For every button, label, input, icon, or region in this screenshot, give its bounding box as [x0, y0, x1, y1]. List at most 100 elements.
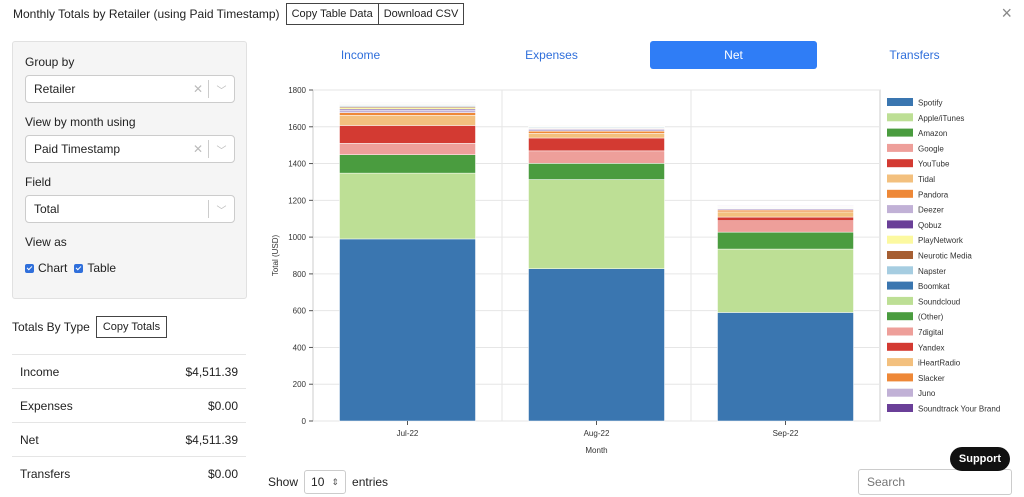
field-value: Total	[34, 202, 60, 216]
modal-header: Monthly Totals by Retailer (using Paid T…	[13, 3, 465, 25]
legend-swatch	[887, 235, 913, 244]
controls-panel: Group by Retailer ✕ ﹀ View by month usin…	[12, 41, 247, 299]
field-label: Field	[25, 175, 52, 189]
y-tick-label: 1400	[288, 160, 306, 169]
bar-segment-youtube	[717, 216, 854, 221]
legend-swatch	[887, 296, 913, 305]
bar-segment-google	[717, 220, 854, 233]
legend-label: Spotify	[918, 99, 942, 108]
legend-label: Deezer	[918, 206, 944, 215]
tab-income[interactable]: Income	[340, 48, 381, 62]
bar-segment-apple-itunes	[339, 172, 476, 240]
totals-type-value: $4,511.39	[185, 364, 239, 379]
legend-label: PlayNetwork	[918, 236, 964, 245]
legend-swatch	[887, 189, 913, 198]
select-divider	[208, 140, 209, 158]
bar-segment-google	[339, 143, 476, 155]
updown-icon: ⇕	[331, 476, 340, 487]
clear-icon[interactable]: ✕	[192, 82, 204, 96]
bar-segment-amazon	[528, 163, 665, 180]
legend-label: Soundcloud	[918, 297, 960, 306]
legend-swatch	[887, 266, 913, 275]
bar-segment-deezer	[339, 110, 476, 113]
chart-checkbox-label: Chart	[38, 261, 68, 275]
bar-segment-tidal	[339, 115, 476, 126]
legend-label: (Other)	[918, 313, 944, 322]
table-row: Income $4,511.39	[12, 354, 246, 388]
view-by-value: Paid Timestamp	[34, 142, 121, 156]
legend-swatch	[887, 128, 913, 137]
legend-swatch	[887, 174, 913, 183]
group-by-label: Group by	[25, 55, 75, 69]
bar-segment-spotify	[528, 268, 665, 422]
legend-swatch	[887, 312, 913, 321]
legend-swatch	[887, 143, 913, 152]
search-input[interactable]	[858, 469, 1012, 495]
y-tick-label: 1200	[288, 196, 306, 205]
show-label: Show	[268, 475, 299, 489]
support-button[interactable]: Support	[950, 447, 1010, 471]
legend-swatch	[887, 388, 913, 397]
close-icon[interactable]: ×	[1001, 3, 1012, 23]
tab-transfers[interactable]: Transfers	[889, 48, 940, 62]
chevron-down-icon[interactable]: ﹀	[216, 145, 227, 157]
table-row: Net $4,511.39	[12, 422, 246, 456]
group-by-value: Retailer	[34, 82, 76, 96]
legend-swatch	[887, 373, 913, 382]
modal-title: Monthly Totals by Retailer (using Paid T…	[13, 7, 280, 21]
entries-select[interactable]: 10 ⇕	[304, 470, 347, 494]
download-csv-button[interactable]: Download CSV	[378, 3, 465, 25]
y-tick-label: 1600	[288, 123, 306, 132]
select-divider	[208, 200, 209, 218]
view-by-label: View by month using	[25, 115, 136, 129]
y-tick-label: 800	[293, 270, 307, 279]
totals-type-value: $4,511.39	[185, 432, 239, 447]
chevron-down-icon[interactable]: ﹀	[216, 85, 227, 97]
y-tick-label: 0	[302, 417, 307, 426]
legend-swatch	[887, 358, 913, 367]
bar-segment-pandora	[528, 130, 665, 134]
copy-totals-button[interactable]: Copy Totals	[95, 316, 168, 338]
tab-net[interactable]: Net	[650, 41, 817, 69]
bar-segment-tidal	[528, 133, 665, 139]
legend-swatch	[887, 159, 913, 168]
type-tabs: Income Expenses Net Transfers	[270, 41, 1020, 69]
stacked-bar-chart: 0 200 400 600 800 1000 1200 1400 1600 1800 Jul-22 A…	[271, 86, 1000, 455]
legend-swatch	[887, 98, 913, 106]
bar-segment-deezer	[528, 129, 665, 132]
group-by-select[interactable]: Retailer ✕ ﹀	[25, 75, 235, 103]
totals-table: Income $4,511.39 Expenses $0.00 Net $4,5…	[12, 354, 246, 490]
legend-label: iHeartRadio	[918, 359, 961, 368]
tab-expenses[interactable]: Expenses	[525, 48, 578, 62]
legend-label: Neurotic Media	[918, 252, 972, 261]
bar-segment-pandora	[339, 112, 476, 116]
legend-label: Amazon	[918, 129, 947, 138]
clear-icon[interactable]: ✕	[192, 142, 204, 156]
legend-label: Juno	[918, 389, 936, 398]
legend-swatch	[887, 220, 913, 229]
totals-type-label: Transfers	[20, 466, 71, 481]
select-divider	[208, 80, 209, 98]
legend-label: Slacker	[918, 374, 945, 383]
x-axis-label: Month	[585, 446, 607, 455]
bar-segment-apple-itunes	[528, 179, 665, 269]
y-tick-label: 1800	[288, 86, 306, 95]
field-select[interactable]: Total ﹀	[25, 195, 235, 223]
legend-swatch	[887, 327, 913, 336]
table-checkbox[interactable]	[74, 263, 84, 273]
legend-swatch	[887, 251, 913, 259]
totals-type-value: $0.00	[207, 466, 238, 481]
entries-label: entries	[352, 475, 389, 489]
view-as-options: Chart Table	[25, 261, 116, 275]
legend-label: YouTube	[918, 160, 950, 169]
legend-label: Google	[918, 144, 944, 153]
y-tick-label: 1000	[288, 233, 306, 242]
legend-label: Qobuz	[918, 221, 942, 230]
bar-segment-amazon	[717, 231, 854, 250]
legend-label: Boomkat	[918, 282, 950, 291]
chevron-down-icon[interactable]: ﹀	[216, 205, 227, 217]
x-tick-label: Jul-22	[397, 429, 419, 438]
view-by-select[interactable]: Paid Timestamp ✕ ﹀	[25, 135, 235, 163]
copy-table-data-button[interactable]: Copy Table Data	[285, 3, 379, 25]
chart-checkbox[interactable]	[25, 263, 34, 273]
